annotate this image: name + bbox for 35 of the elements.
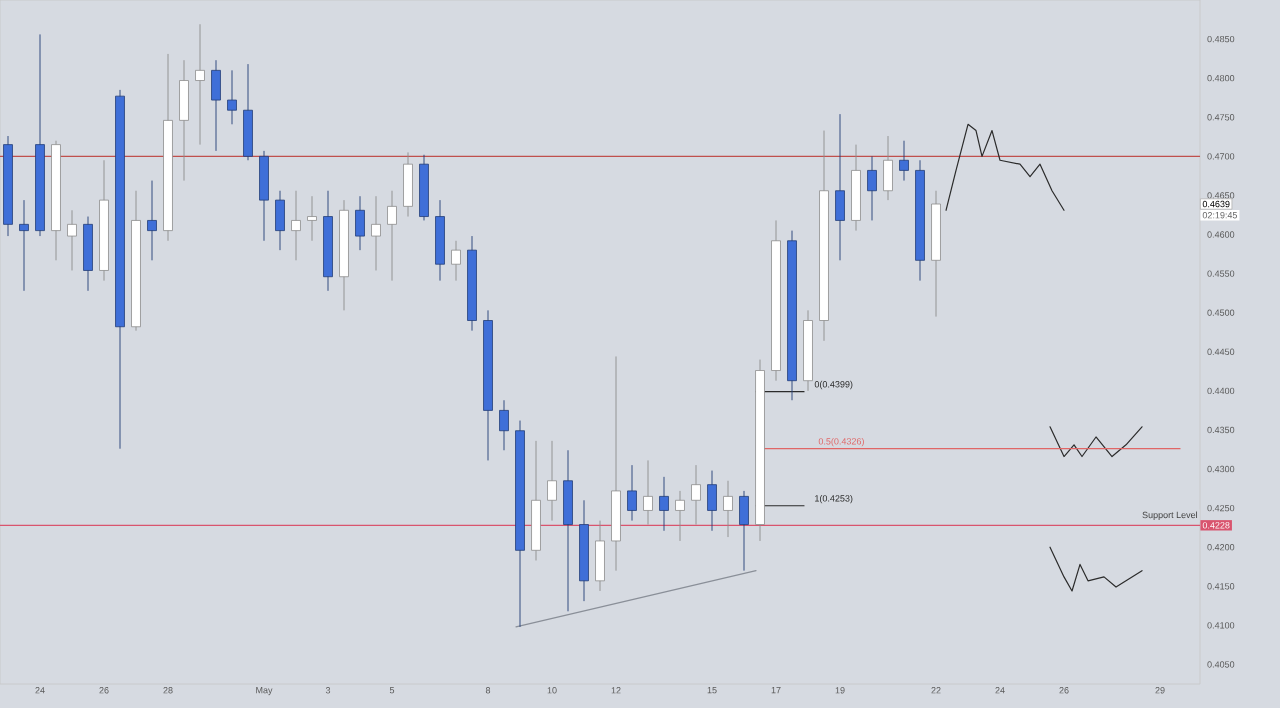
candlestick: [19, 199, 29, 292]
candlestick: [211, 59, 221, 152]
candlestick: [563, 449, 573, 612]
candlestick: [371, 195, 381, 271]
candlestick: [659, 476, 669, 532]
candlestick: [675, 490, 685, 542]
candlestick: [707, 470, 717, 532]
candlestick: [67, 209, 77, 271]
candlestick: [835, 113, 845, 261]
candlestick: [435, 199, 445, 282]
candlestick: [387, 190, 397, 282]
candlestick: [643, 459, 653, 525]
candlestick: [867, 155, 877, 221]
candlestick: [403, 151, 413, 217]
candlestick: [83, 216, 93, 292]
candlestick: [195, 23, 205, 146]
candlestick: [499, 399, 509, 451]
candlestick: [355, 195, 365, 251]
candlestick: [899, 140, 909, 182]
candlestick: [291, 190, 301, 261]
candlestick: [275, 190, 285, 251]
candlestick: [147, 180, 157, 261]
candlestick: [595, 520, 605, 592]
candlestick: [179, 59, 189, 182]
candlestick: [547, 440, 557, 522]
candlestick: [739, 490, 749, 572]
candlestick: [691, 464, 701, 525]
candlestick: [451, 240, 461, 282]
candlestick: [243, 63, 253, 161]
candlestick: [259, 150, 269, 242]
candlestick: [883, 135, 893, 201]
candlestick: [307, 195, 317, 242]
candlestick: [227, 69, 237, 125]
candlestick: [723, 480, 733, 538]
candlestick: [627, 464, 637, 522]
